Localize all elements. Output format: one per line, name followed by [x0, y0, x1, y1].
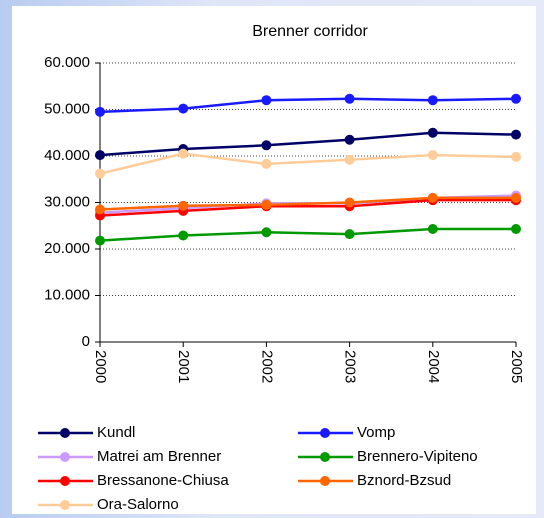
legend-label: Bressanone-Chiusa — [97, 472, 229, 489]
legend-marker — [60, 476, 70, 486]
data-point — [261, 199, 272, 210]
chart-title: Brenner corridor — [252, 23, 368, 40]
x-tick-label: 2005 — [508, 350, 525, 383]
x-tick-label: 2002 — [258, 350, 275, 383]
data-point — [427, 224, 438, 235]
data-point — [427, 150, 438, 161]
legend-marker — [60, 500, 70, 510]
x-tick-label: 2004 — [425, 350, 442, 383]
data-point — [95, 168, 105, 179]
data-point — [511, 151, 521, 162]
data-point — [344, 197, 355, 208]
data-point — [95, 204, 105, 215]
legend-label: Brennero-Vipiteno — [357, 448, 478, 465]
data-point — [344, 154, 355, 165]
series-line — [99, 196, 516, 211]
series-line — [99, 97, 517, 114]
series-line — [99, 152, 517, 175]
y-tick-label: 50.000 — [44, 100, 90, 117]
data-point — [511, 129, 521, 140]
y-tick-label: 60.000 — [44, 54, 90, 71]
data-point — [178, 103, 189, 114]
y-tick-label: 10.000 — [44, 286, 90, 303]
data-point — [427, 127, 438, 138]
data-point — [427, 95, 438, 106]
legend-marker — [320, 428, 330, 438]
data-point — [95, 150, 105, 161]
data-point — [344, 93, 355, 104]
data-point — [261, 95, 272, 106]
legend-label: Matrei am Brenner — [97, 448, 221, 465]
x-tick-label: 2001 — [175, 350, 192, 383]
x-tick-label: 2000 — [92, 350, 109, 383]
data-point — [261, 140, 272, 151]
data-point — [178, 200, 189, 211]
panel — [12, 6, 536, 514]
data-point — [344, 229, 355, 240]
legend-label: Vomp — [357, 424, 395, 441]
series-line — [99, 198, 516, 217]
data-point — [427, 192, 438, 203]
data-point — [95, 106, 105, 117]
data-point — [95, 235, 105, 246]
data-point — [261, 227, 272, 238]
y-tick-label: 20.000 — [44, 240, 90, 257]
data-point — [511, 192, 521, 203]
series-line — [99, 227, 516, 242]
legend-marker — [320, 476, 330, 486]
y-tick-label: 30.000 — [44, 193, 90, 210]
y-tick-label: 0 — [82, 333, 90, 350]
data-point — [261, 158, 272, 169]
y-tick-label: 40.000 — [44, 147, 90, 164]
legend-label: Kundl — [97, 424, 135, 441]
legend-marker — [60, 428, 70, 438]
data-point — [511, 224, 521, 235]
data-point — [511, 93, 521, 104]
legend-label: Bznord-Bzsud — [357, 472, 451, 489]
data-point — [178, 148, 189, 159]
x-tick-label: 2003 — [342, 350, 359, 383]
data-point — [344, 134, 355, 145]
series-line — [99, 131, 517, 157]
legend-marker — [320, 452, 330, 462]
legend-label: Ora-Salorno — [97, 496, 179, 513]
data-point — [178, 230, 189, 241]
legend-marker — [60, 452, 70, 462]
